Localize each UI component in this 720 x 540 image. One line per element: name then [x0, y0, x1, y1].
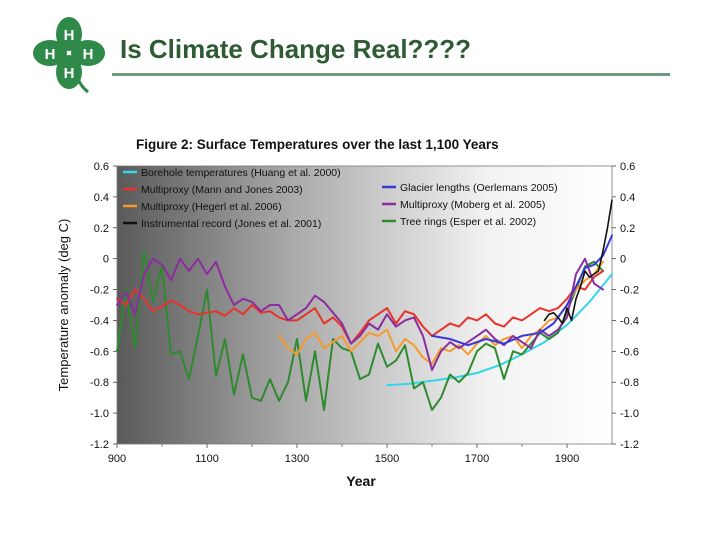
series-line	[116, 249, 604, 411]
y-tick-label: -0.8	[90, 377, 109, 389]
legend: Borehole temperatures (Huang et al. 2000…	[123, 167, 558, 230]
legend-label: Multiproxy (Moberg et al. 2005)	[400, 199, 545, 211]
y-tick-label: 0.4	[94, 192, 109, 204]
legend-label: Glacier lengths (Oerlemans 2005)	[400, 182, 558, 194]
y-axis-right: 0.6 0.4 0.2 0 -0.2 -0.4 -0.6 -0.8 -1.0 -1.2	[612, 161, 639, 451]
four-leaf-clover-icon: H H H H	[33, 17, 105, 94]
series-line	[116, 270, 604, 345]
series-line	[116, 257, 604, 371]
title-divider	[112, 73, 670, 76]
x-tick-label: 1300	[285, 453, 309, 465]
legend-label: Tree rings (Esper et al. 2002)	[400, 216, 536, 228]
y-tick-label-right: -1.2	[620, 439, 639, 451]
y-tick-label-right: -1.0	[620, 408, 639, 420]
logo-letter: H	[45, 46, 56, 63]
y-tick-label: 0	[103, 254, 109, 266]
y-tick-label-right: -0.6	[620, 346, 639, 358]
y-tick-label-right: 0.2	[620, 223, 635, 235]
x-tick-label: 1700	[465, 453, 489, 465]
series-line	[431, 234, 613, 347]
series-line	[543, 199, 613, 325]
y-axis-left: 0.6 0.4 0.2 0 -0.2 -0.4 -0.6 -0.8 -1.0 -1.2	[90, 161, 117, 451]
y-tick-label-right: 0.6	[620, 161, 635, 173]
x-tick-label: 1900	[555, 453, 579, 465]
slide-title: Is Climate Change Real????	[120, 34, 472, 64]
y-tick-label: -1.2	[90, 439, 109, 451]
y-tick-label-right: -0.4	[620, 315, 639, 327]
clover-stem	[74, 73, 89, 94]
y-tick-label: -0.4	[90, 315, 109, 327]
legend-label: Instrumental record (Jones et al. 2001)	[141, 218, 321, 230]
x-axis-label: Year	[346, 473, 376, 489]
plot-area	[117, 166, 612, 444]
y-tick-label: -0.6	[90, 346, 109, 358]
x-tick-label: 1500	[375, 453, 399, 465]
logo-letter: H	[64, 65, 75, 82]
y-axis-label: Temperature anomaly (deg C)	[56, 219, 71, 392]
y-tick-label-right: 0	[620, 254, 626, 266]
y-tick-label-right: 0.4	[620, 192, 635, 204]
legend-label: Borehole temperatures (Huang et al. 2000…	[141, 167, 341, 179]
y-tick-label: -0.2	[90, 285, 109, 297]
y-tick-label: -1.0	[90, 408, 109, 420]
x-tick-label: 900	[108, 453, 126, 465]
y-tick-label: 0.6	[94, 161, 109, 173]
y-tick-label: 0.2	[94, 223, 109, 235]
x-axis: 900 1100 1300 1500 1700 1900	[108, 444, 579, 465]
logo-letter: H	[64, 27, 75, 44]
series-lines	[116, 199, 613, 411]
clover-h-letters: H H H H	[45, 27, 94, 82]
y-tick-label-right: -0.2	[620, 285, 639, 297]
series-line	[278, 260, 604, 365]
y-tick-label-right: -0.8	[620, 377, 639, 389]
clover-leaves	[33, 17, 105, 89]
x-tick-label: 1100	[195, 453, 219, 465]
chart-title: Figure 2: Surface Temperatures over the …	[136, 137, 499, 152]
legend-label: Multiproxy (Mann and Jones 2003)	[141, 184, 303, 196]
logo-letter: H	[83, 46, 94, 63]
legend-label: Multiproxy (Hegerl et al. 2006)	[141, 201, 282, 213]
